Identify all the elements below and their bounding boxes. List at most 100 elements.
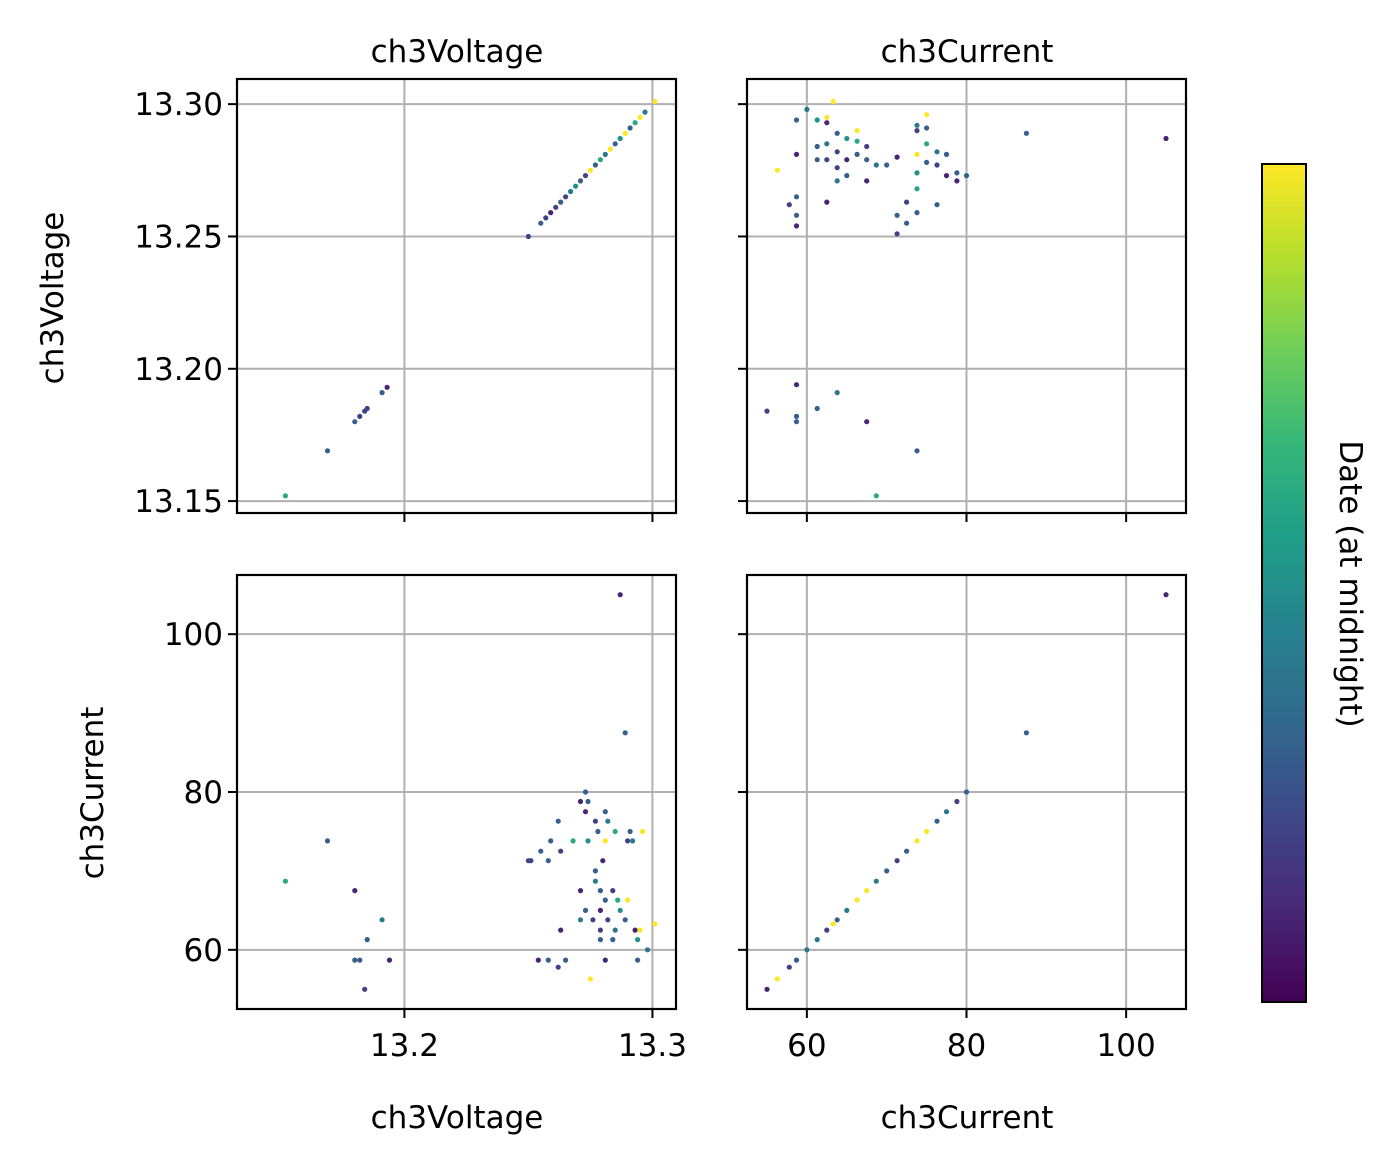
data-point — [622, 730, 628, 736]
data-point — [854, 128, 860, 134]
data-point — [585, 838, 591, 844]
x-tick-label: 13.2 — [370, 1028, 439, 1064]
data-point — [577, 917, 584, 923]
data-point — [844, 135, 850, 142]
data-point — [864, 419, 870, 425]
data-point — [834, 178, 840, 184]
data-point — [324, 838, 331, 844]
data-point — [364, 937, 370, 943]
data-point — [844, 907, 850, 914]
data-point — [814, 117, 820, 123]
data-point — [804, 947, 810, 953]
data-point — [563, 194, 569, 200]
data-point — [632, 927, 638, 933]
data-point — [793, 212, 800, 218]
data-point — [587, 167, 594, 173]
data-point — [943, 173, 950, 179]
data-point — [954, 798, 960, 805]
data-point — [545, 858, 551, 864]
data-point — [384, 384, 390, 390]
y-tick-label: 13.30 — [134, 87, 223, 123]
data-point — [582, 809, 589, 815]
data-point — [864, 888, 870, 894]
panel-title-voltage: ch3Voltage — [371, 34, 544, 70]
axes-frame — [235, 77, 678, 515]
data-point — [894, 154, 900, 160]
data-point — [924, 828, 930, 835]
data-point — [538, 220, 544, 226]
data-point — [386, 957, 393, 963]
x-tick-label: 13.3 — [618, 1028, 687, 1064]
data-point — [786, 964, 792, 970]
data-point — [774, 976, 780, 982]
data-point — [568, 188, 574, 195]
data-point — [602, 809, 608, 815]
data-point — [1023, 130, 1029, 136]
data-point — [595, 828, 601, 835]
data-point — [282, 493, 288, 499]
data-point — [615, 897, 621, 903]
data-point — [830, 98, 836, 105]
x-tick-label: 100 — [1097, 1028, 1156, 1064]
data-point — [652, 98, 658, 105]
data-point — [582, 907, 589, 914]
panel-current-vs-current: 60 80 100 — [738, 573, 1188, 1064]
panel-title-current: ch3Current — [881, 34, 1054, 70]
data-point — [844, 157, 850, 163]
data-point — [352, 419, 358, 425]
y-tick-label: 13.20 — [134, 352, 223, 388]
data-point — [570, 838, 576, 844]
data-point — [814, 405, 820, 412]
data-point — [543, 215, 549, 221]
data-point — [525, 233, 532, 240]
data-point — [528, 858, 534, 864]
data-point — [943, 809, 950, 815]
data-point — [545, 957, 551, 963]
data-point — [558, 199, 564, 205]
data-point — [963, 173, 970, 179]
data-point — [597, 927, 604, 933]
data-point — [635, 937, 641, 943]
data-point — [914, 448, 920, 454]
data-point — [854, 897, 860, 903]
y-tick-label: 13.25 — [134, 219, 223, 255]
data-point — [602, 957, 608, 963]
data-point — [914, 210, 920, 216]
data-point — [873, 162, 879, 168]
data-point — [914, 170, 920, 176]
data-point — [597, 907, 604, 914]
data-point — [793, 194, 800, 200]
data-point — [884, 162, 890, 168]
x-tick-label: 80 — [947, 1028, 986, 1064]
data-point — [605, 917, 611, 923]
data-point — [612, 141, 618, 147]
data-point — [282, 878, 288, 884]
data-point — [597, 888, 604, 894]
data-point — [834, 917, 840, 923]
data-point — [635, 957, 641, 963]
y-axis-title-current: ch3Current — [75, 707, 111, 880]
data-point — [590, 917, 596, 923]
data-point — [824, 120, 830, 126]
data-point — [627, 828, 633, 835]
data-point — [577, 888, 584, 894]
data-point — [934, 162, 940, 168]
data-point — [538, 848, 544, 854]
data-point — [834, 130, 840, 136]
data-point — [625, 838, 631, 844]
data-point — [830, 921, 836, 927]
y-axis-title-voltage: ch3Voltage — [35, 212, 71, 385]
data-point — [597, 157, 604, 163]
data-point — [1163, 135, 1169, 142]
data-point — [864, 178, 870, 184]
data-point — [555, 964, 561, 970]
data-point — [357, 413, 363, 419]
data-point — [914, 128, 920, 134]
data-point — [824, 114, 830, 120]
data-point — [854, 138, 860, 144]
data-point — [764, 986, 770, 992]
data-point — [558, 848, 564, 854]
data-point — [793, 223, 800, 229]
data-point — [582, 173, 589, 179]
panel-voltage-vs-voltage: 13.15 13.20 13.25 13.30 — [134, 77, 678, 522]
